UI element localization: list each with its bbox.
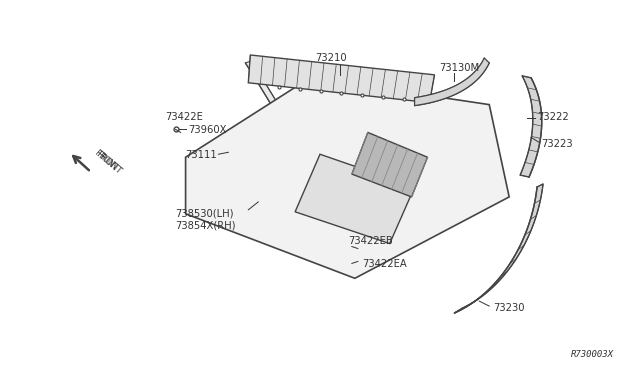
Text: FRONT: FRONT [94, 150, 123, 176]
Text: 73230: 73230 [493, 303, 525, 313]
Polygon shape [454, 184, 543, 313]
Polygon shape [248, 55, 435, 103]
Polygon shape [520, 76, 541, 177]
Polygon shape [295, 154, 415, 244]
Text: 73223: 73223 [541, 139, 573, 149]
Text: 738530(LH): 738530(LH) [175, 209, 234, 219]
Text: FRONT: FRONT [93, 149, 120, 173]
Text: 73422E: 73422E [166, 112, 204, 122]
Text: 73960X: 73960X [189, 125, 227, 135]
Polygon shape [415, 58, 489, 106]
Text: 73111: 73111 [186, 150, 218, 160]
Text: R730003X: R730003X [571, 350, 614, 359]
Text: 73130M: 73130M [440, 63, 479, 73]
Text: 73210: 73210 [315, 53, 347, 63]
Text: 73422EA: 73422EA [362, 259, 406, 269]
Polygon shape [352, 132, 428, 197]
Text: 73422EB: 73422EB [348, 235, 392, 246]
Polygon shape [245, 61, 356, 251]
Text: 73222: 73222 [537, 112, 569, 122]
Text: 73854X(RH): 73854X(RH) [175, 221, 236, 231]
Polygon shape [186, 78, 509, 278]
